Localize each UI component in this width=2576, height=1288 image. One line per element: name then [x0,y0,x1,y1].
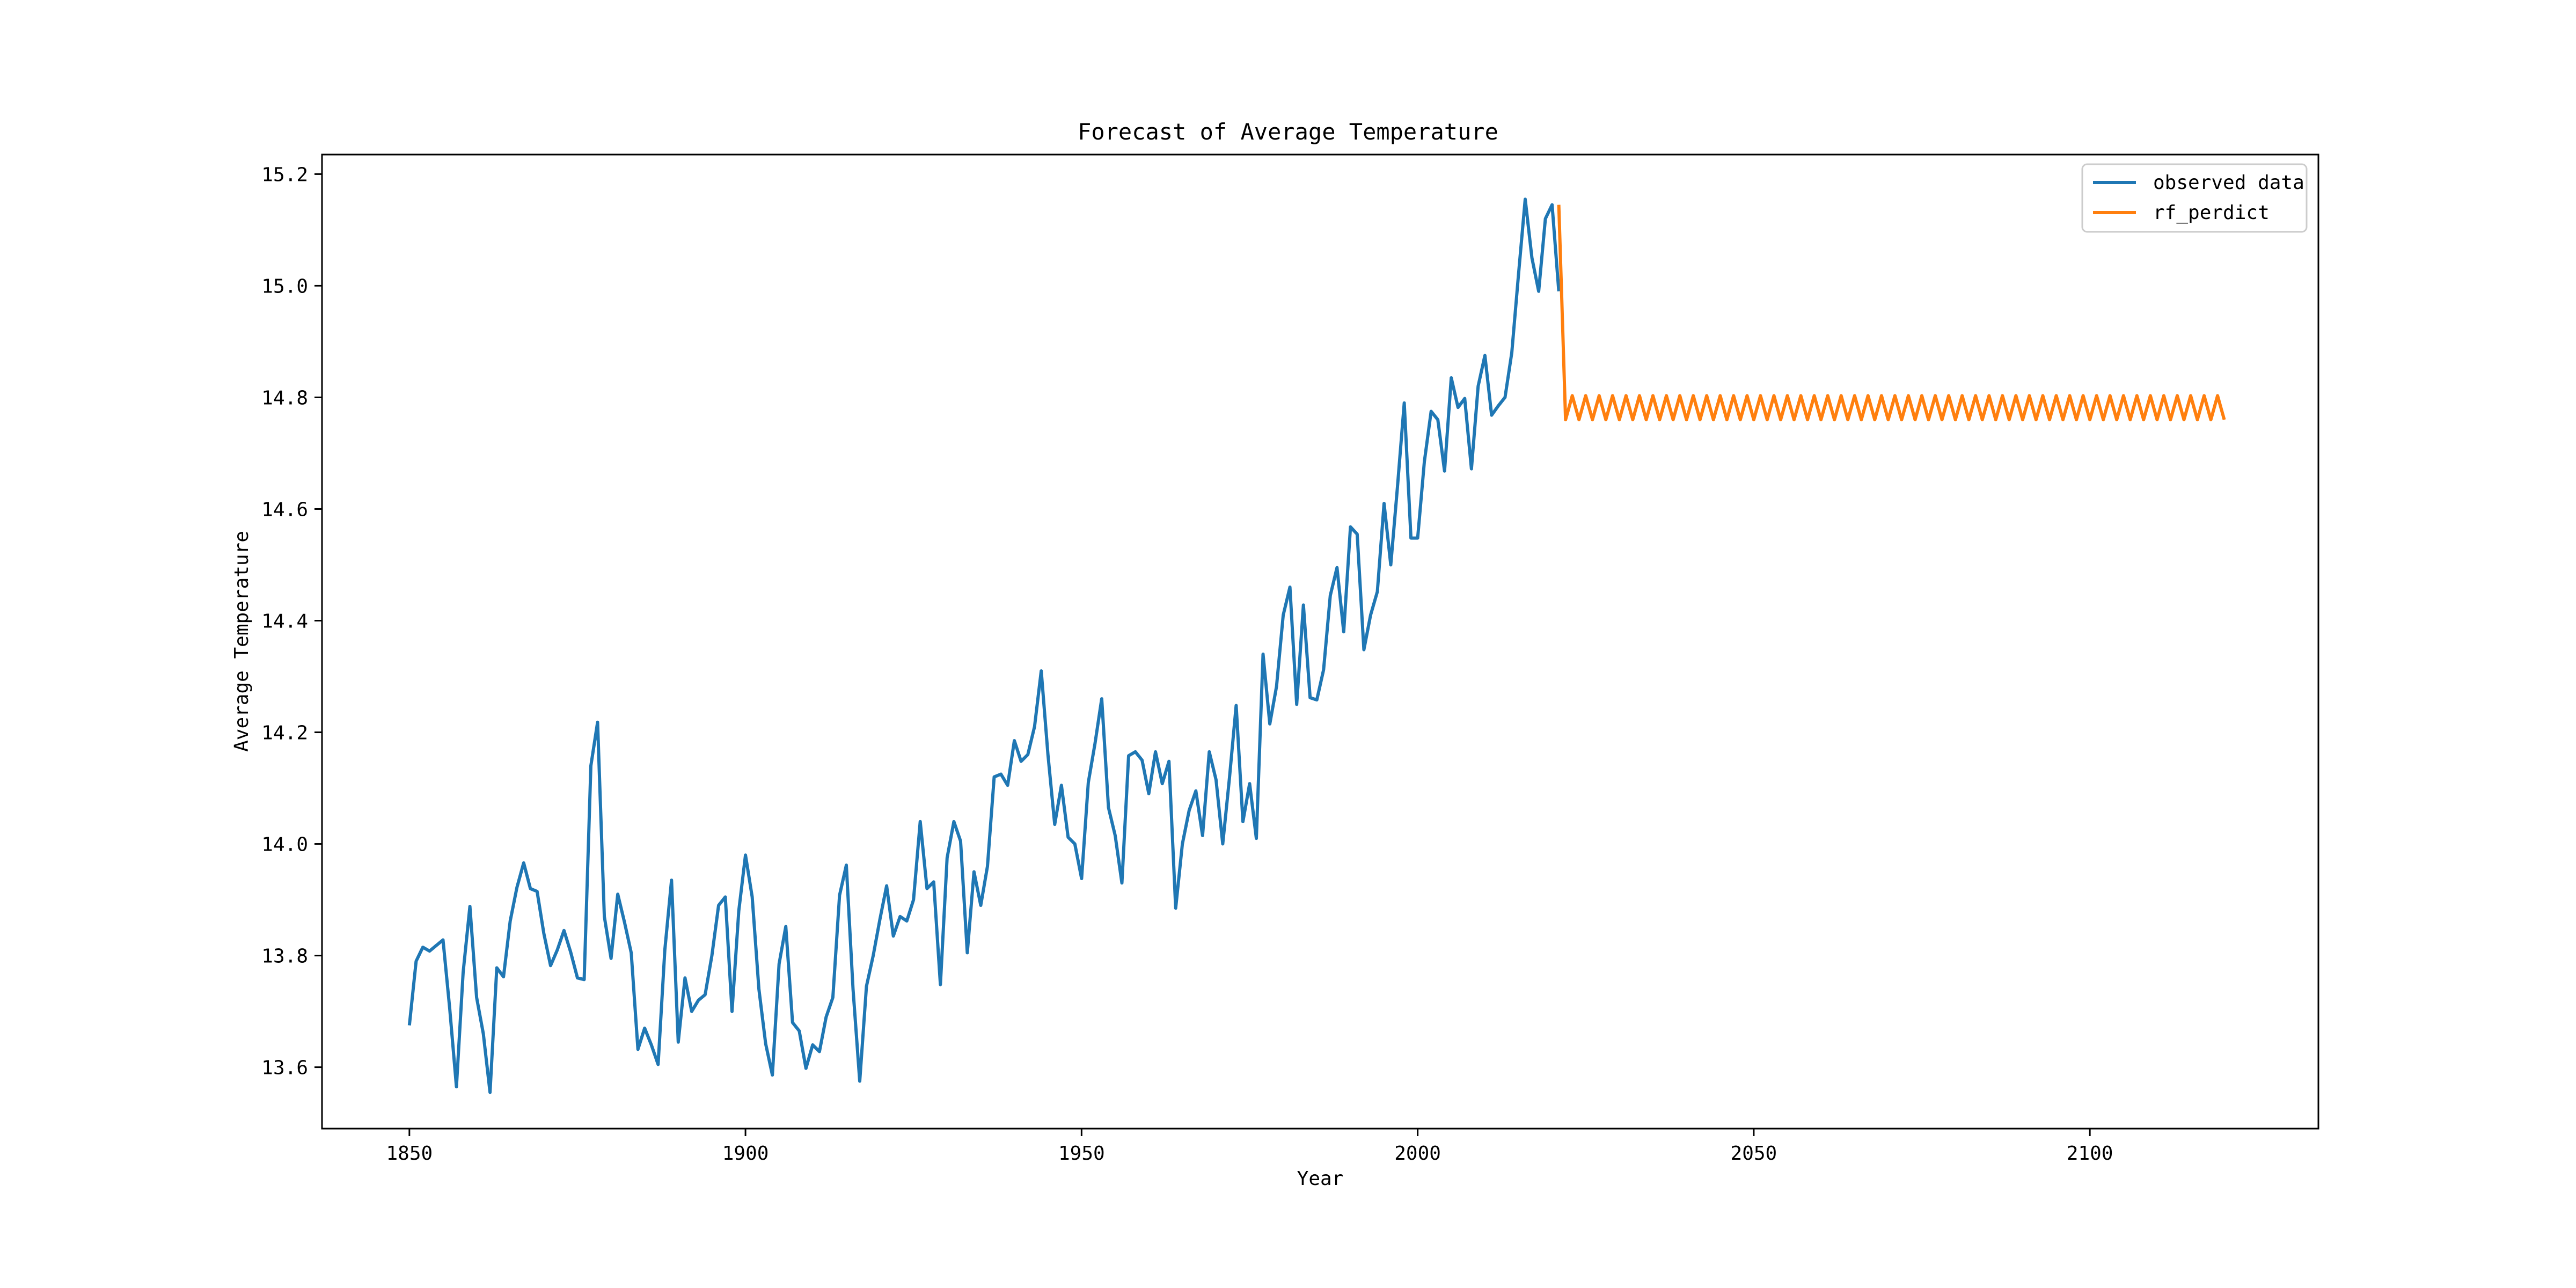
x-tick-label: 2100 [2067,1143,2113,1165]
y-axis-label: Average Temperature [231,531,253,752]
y-axis: 13.6 13.8 14.0 14.2 14.4 14.6 14.8 15.0 15.2 [261,164,322,1079]
legend-label-rf-perdict: rf_perdict [2153,202,2270,224]
x-tick-label: 1850 [386,1143,433,1165]
x-tick-label: 2000 [1394,1143,1441,1165]
x-tick-label: 2050 [1731,1143,1777,1165]
chart-title: Forecast of Average Temperature [1078,119,1498,145]
x-tick-label: 1950 [1058,1143,1105,1165]
x-axis-label: Year [1297,1168,1344,1190]
x-axis: 1850 1900 1950 2000 2050 2100 [386,1129,2113,1165]
y-tick-label: 14.8 [261,387,308,409]
y-tick-label: 15.2 [261,164,308,186]
y-tick-label: 13.8 [261,946,308,968]
legend-box [2081,163,2308,233]
legend-label-observed-data: observed data [2153,172,2304,194]
legend: observed data rf_perdict [2081,163,2308,233]
y-tick-label: 14.6 [261,499,308,521]
axes-frame [321,153,2319,1130]
y-tick-label: 14.4 [261,610,308,632]
series-layer [407,197,2226,1094]
y-tick-label: 14.2 [261,722,308,744]
x-tick-label: 1900 [722,1143,769,1165]
plot-area [321,153,2319,1130]
y-tick-label: 14.0 [261,834,308,856]
y-tick-label: 13.6 [261,1057,308,1079]
series-line-rf-perdict [1557,204,2226,422]
y-tick-label: 15.0 [261,275,308,297]
series-line-observed-data [407,197,1561,1094]
